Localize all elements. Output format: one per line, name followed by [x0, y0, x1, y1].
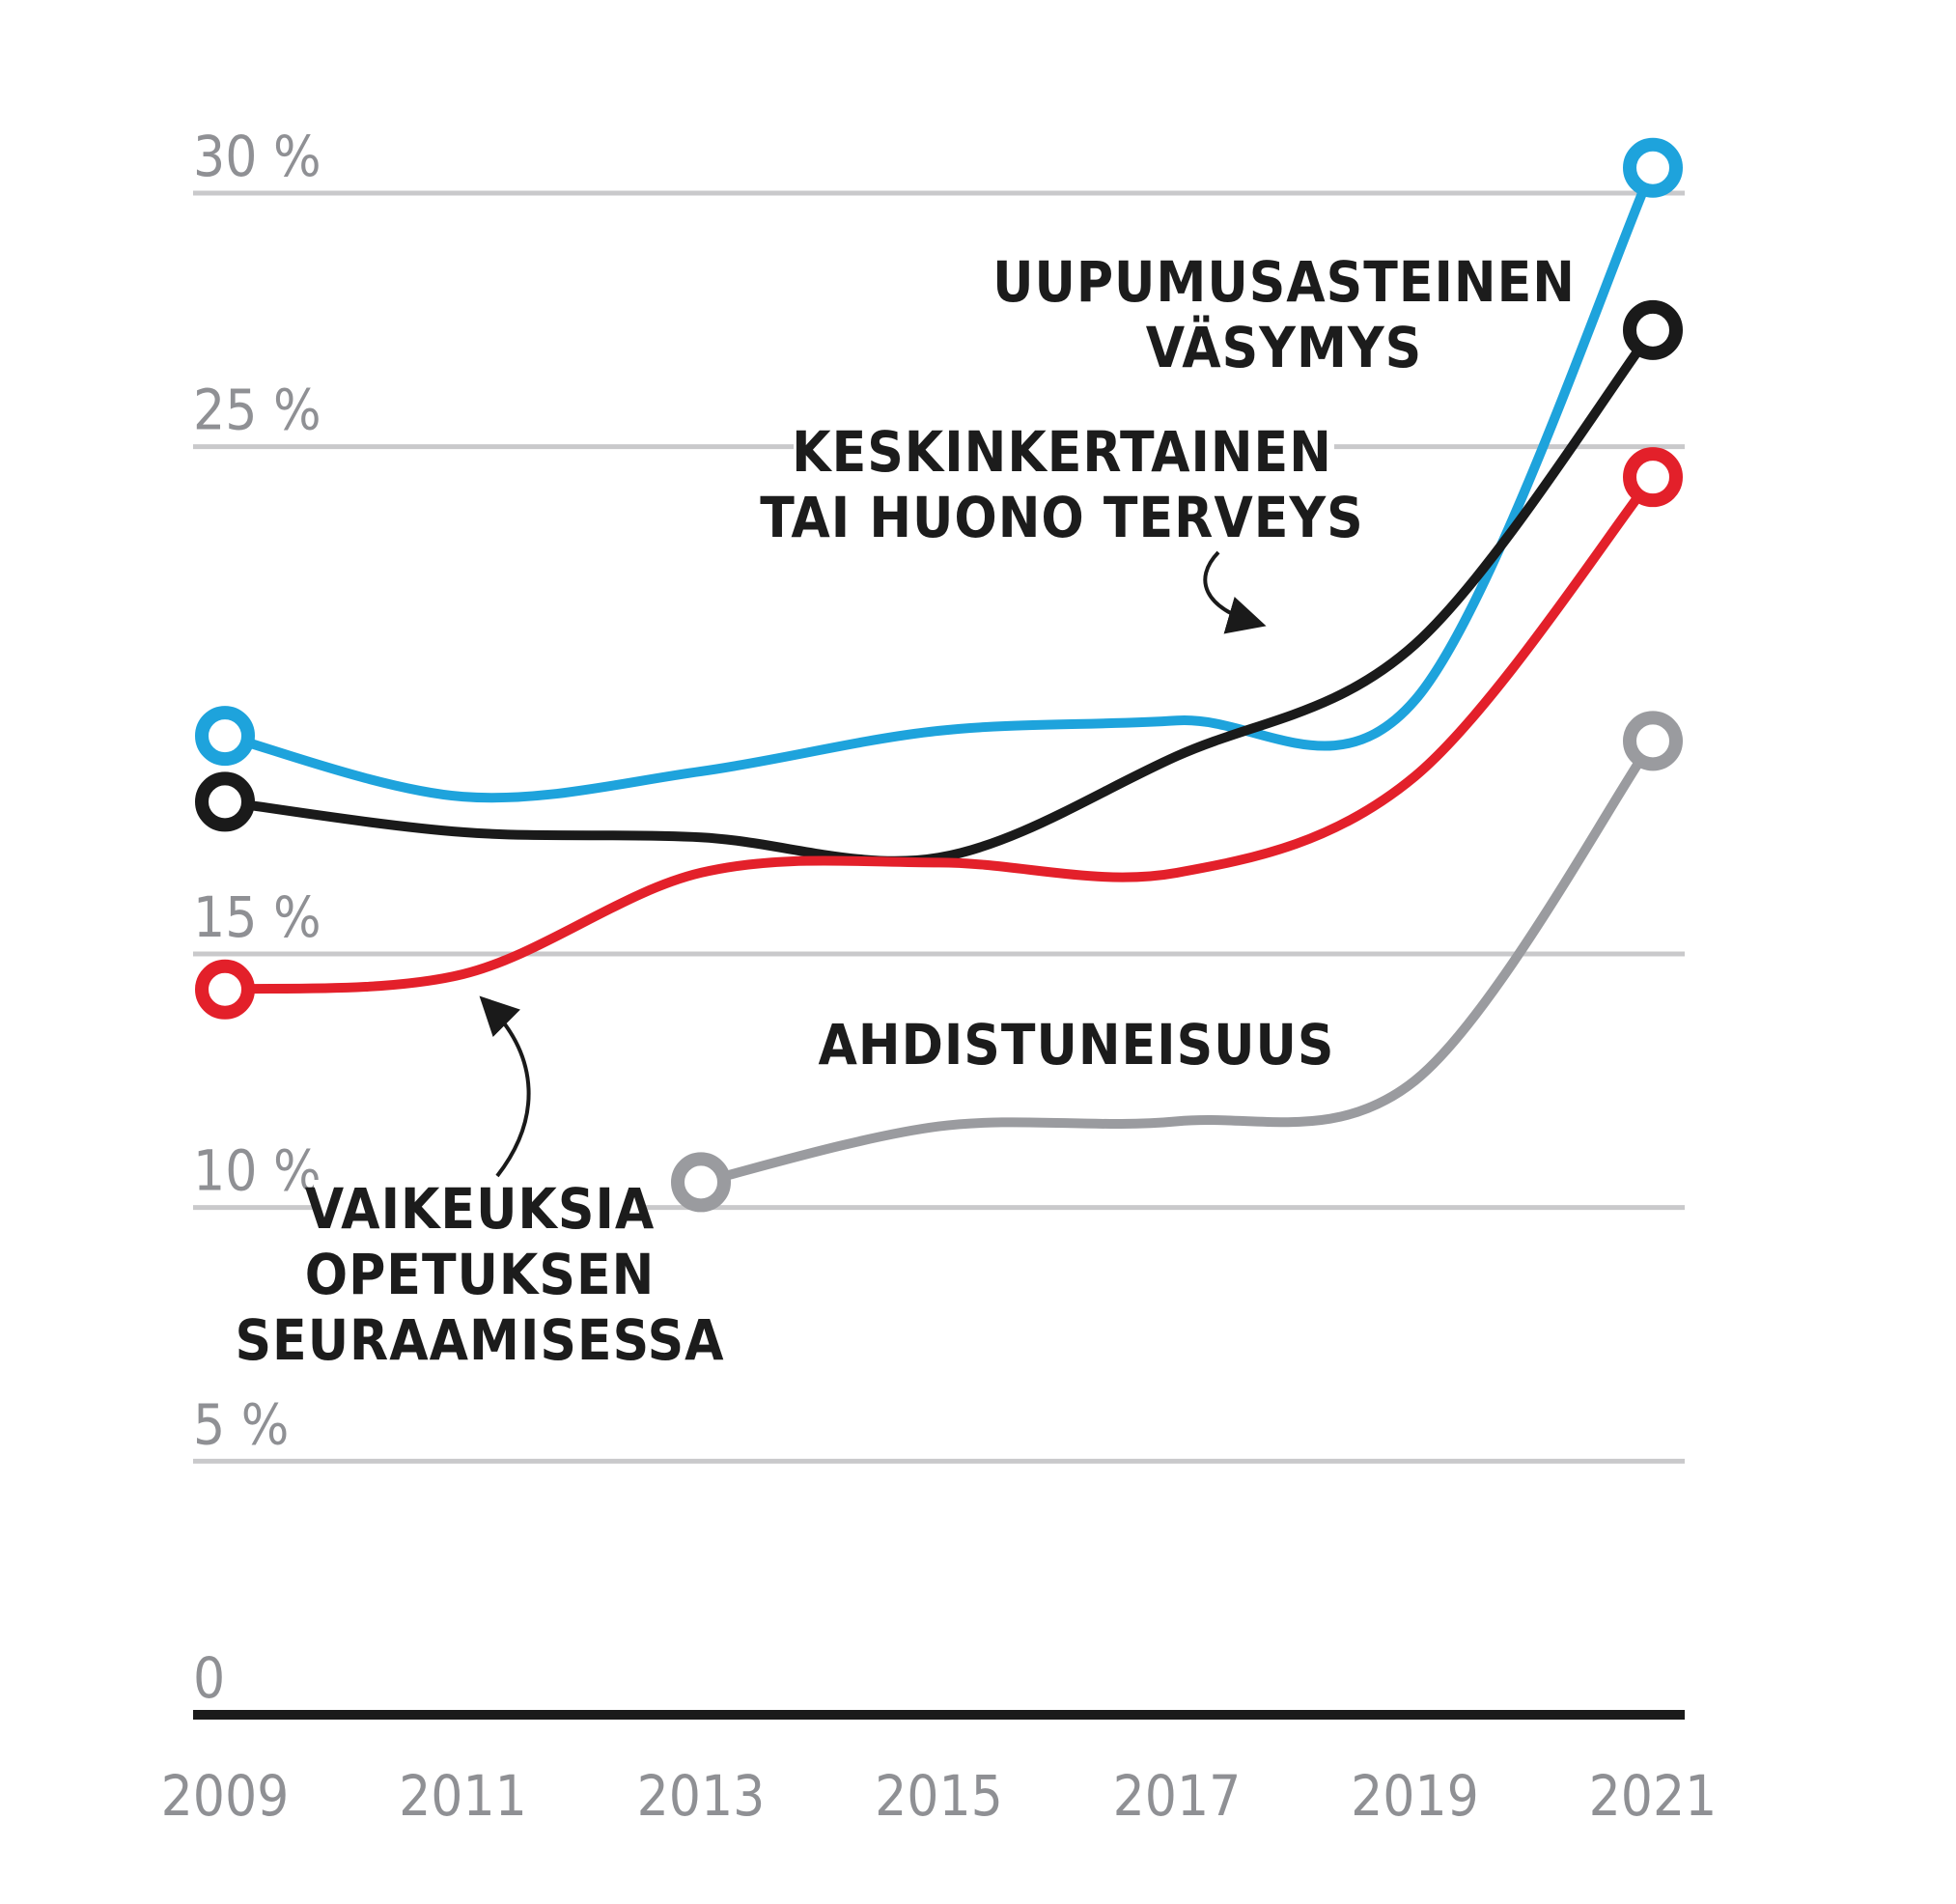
- y-tick-label: 10 %: [193, 1138, 321, 1204]
- annotation-terveys: KESKINKERTAINEN TAI HUONO TERVEYS: [760, 419, 1363, 634]
- annotation-terveys-line-2: TAI HUONO TERVEYS: [760, 485, 1363, 550]
- data-point-blue: [1623, 137, 1683, 198]
- x-tick-label: 2021: [1589, 1763, 1718, 1829]
- y-axis-ticks: 0 5 % 10 % 15 % 25 % 30 %: [193, 124, 321, 1711]
- x-tick-label: 2009: [161, 1763, 290, 1829]
- annotation-opetus: VAIKEUKSIA OPETUKSEN SEURAAMISESSA: [235, 995, 724, 1373]
- x-tick-label: 2019: [1351, 1763, 1479, 1829]
- series-line-blue: [220, 162, 1658, 803]
- series-black: [195, 299, 1683, 866]
- y-tick-label: 15 %: [193, 884, 321, 950]
- annotation-uupumus-line-2: VÄSYMYS: [1146, 314, 1423, 380]
- data-point-blue: [195, 706, 255, 767]
- series-blue: [195, 137, 1683, 803]
- data-point-black: [1623, 299, 1683, 360]
- x-tick-label: 2015: [875, 1763, 1003, 1829]
- series-gray: [671, 711, 1683, 1213]
- data-point-red: [1623, 447, 1683, 508]
- series-line-black: [220, 324, 1658, 866]
- y-tick-label: 25 %: [193, 378, 321, 443]
- x-axis-ticks: 2009 2011 2013 2015 2017 2019 2021: [161, 1763, 1718, 1829]
- data-point-gray: [1623, 711, 1683, 771]
- series-red: [195, 447, 1683, 1020]
- x-tick-label: 2011: [399, 1763, 527, 1829]
- series-line-gray: [696, 736, 1658, 1188]
- data-point-gray: [671, 1152, 731, 1213]
- x-tick-label: 2013: [637, 1763, 766, 1829]
- annotation-uupumus-line-1: UUPUMUSASTEINEN: [992, 249, 1576, 315]
- annotation-ahdistus: AHDISTUNEISUUS: [819, 1012, 1335, 1078]
- annotation-opetus-line-2: OPETUKSEN: [305, 1242, 656, 1307]
- series-lines: [195, 137, 1683, 1213]
- data-point-red: [195, 959, 255, 1020]
- series-line-red: [220, 472, 1658, 994]
- x-tick-label: 2017: [1113, 1763, 1242, 1829]
- annotation-uupumus: UUPUMUSASTEINEN VÄSYMYS: [992, 249, 1576, 380]
- annotation-opetus-line-1: VAIKEUKSIA: [305, 1176, 656, 1242]
- y-tick-label: 30 %: [193, 124, 321, 189]
- y-tick-label: 0: [193, 1645, 225, 1711]
- y-tick-label: 5 %: [193, 1391, 289, 1457]
- annotation-ahdistus-line-1: AHDISTUNEISUUS: [819, 1012, 1335, 1078]
- data-point-black: [195, 771, 255, 832]
- annotation-opetus-line-3: SEURAAMISESSA: [235, 1307, 724, 1373]
- annotation-opetus-arrow: [479, 995, 531, 1178]
- annotation-terveys-line-1: KESKINKERTAINEN: [792, 419, 1332, 485]
- annotation-terveys-arrow: [1203, 550, 1267, 634]
